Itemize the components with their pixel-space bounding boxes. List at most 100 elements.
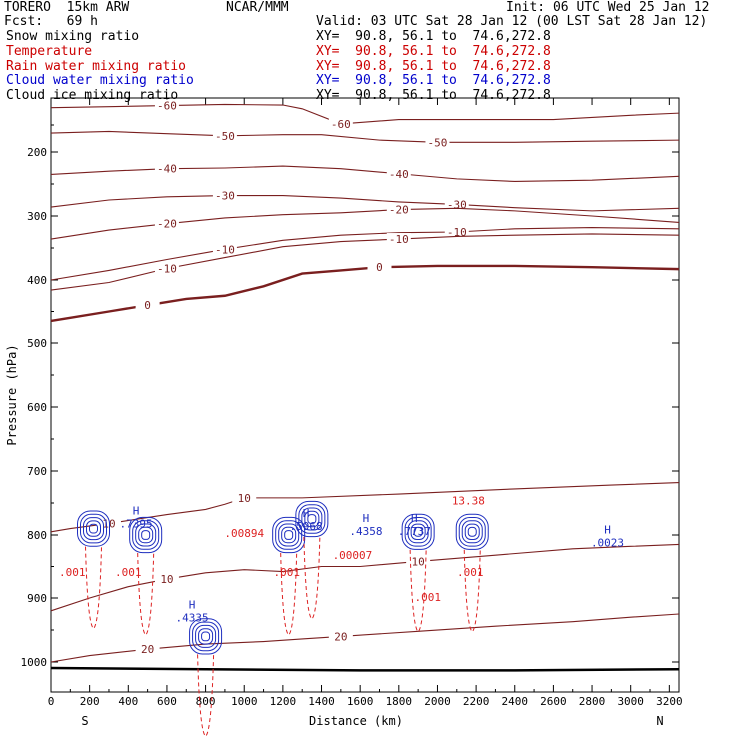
field-label-snow: Snow mixing ratio <box>6 29 140 44</box>
x-tick-label: 1000 <box>231 695 258 708</box>
cloud-water-contour <box>407 520 429 544</box>
contour-label-bg <box>135 299 160 312</box>
contour-label-bg <box>386 167 411 180</box>
rain-mixing-ratio-label: .001 <box>273 566 300 579</box>
cloud-water-contour <box>272 516 306 554</box>
temperature-contour <box>50 226 680 281</box>
cloud-water-contour <box>464 523 480 540</box>
x-end-label-south: S <box>81 714 88 728</box>
cloud-water-contour <box>192 621 220 652</box>
y-tick-label: 400 <box>27 274 47 287</box>
contour-label-bg <box>212 189 237 202</box>
temperature-contour-label: 0 <box>144 299 151 312</box>
temperature-contour-label: -10 <box>157 262 177 275</box>
contour-label-bg <box>328 117 353 130</box>
cloud-water-contour <box>413 526 423 537</box>
temperature-contour-label: -30 <box>215 190 235 203</box>
contour-label-bg <box>154 573 179 586</box>
cloud-water-contour <box>467 526 477 537</box>
cloud-water-contour <box>80 513 108 544</box>
rain-mixing-ratio-label: .001 <box>115 566 142 579</box>
valid-time: Valid: 03 UTC Sat 28 Jan 12 (00 LST Sat … <box>316 14 708 29</box>
cloud-water-contour <box>77 510 111 547</box>
cloud-water-mixing-ratio-label: .7737 <box>398 525 431 538</box>
x-tick-label: 3200 <box>656 695 683 708</box>
x-tick-label: 2400 <box>502 695 529 708</box>
field-xy-cloud-ice: XY= 90.8, 56.1 to 74.6,272.8 <box>316 88 551 103</box>
rain-mixing-ratio-label: .00894 <box>224 527 264 540</box>
temperature-contour-label: -30 <box>447 198 467 211</box>
cloud-water-mixing-ratio-label: .4335 <box>175 612 208 625</box>
temperature-contour-label: -50 <box>215 130 235 143</box>
rain-contour <box>197 654 215 738</box>
rain-contour <box>463 549 481 633</box>
contour-label-bg <box>444 198 469 211</box>
field-xy-snow: XY= 90.8, 56.1 to 74.6,272.8 <box>316 29 551 44</box>
temperature-contour-label: 20 <box>141 643 154 656</box>
x-tick-label: 0 <box>48 695 55 708</box>
center-title: NCAR/MMM <box>226 0 289 15</box>
y-tick-label: 300 <box>27 210 47 223</box>
cloud-water-contour <box>295 500 329 538</box>
cloud-water-contour <box>281 526 297 544</box>
x-tick-label: 1600 <box>347 695 374 708</box>
cloud-water-contour <box>455 513 489 550</box>
rain-mixing-ratio-label: .00007 <box>333 549 373 562</box>
x-end-label-north: N <box>656 714 663 728</box>
cloud-water-max-marker: H <box>303 507 310 520</box>
contour-label-bg <box>232 491 257 504</box>
rain-mixing-ratio-label: .001 <box>59 566 86 579</box>
cloud-water-mixing-ratio-label: .5968 <box>290 520 323 533</box>
field-xy-rain: XY= 90.8, 56.1 to 74.6,272.8 <box>316 59 551 74</box>
temperature-contour-label: 10 <box>238 492 251 505</box>
temperature-contour-label: -20 <box>157 218 177 231</box>
cloud-water-mixing-ratio-label: .4358 <box>349 525 382 538</box>
cloud-water-contour <box>278 523 300 547</box>
field-label-temperature: Temperature <box>6 44 93 59</box>
cloud-water-contour <box>141 530 151 540</box>
cloud-water-contour <box>301 507 323 531</box>
x-tick-label: 3000 <box>617 695 644 708</box>
cloud-water-contour <box>307 514 317 524</box>
temperature-contour-label: -40 <box>157 163 177 176</box>
contour-label-bg <box>212 129 237 142</box>
contour-label-bg <box>406 555 431 568</box>
cloud-water-contour <box>304 510 320 528</box>
temperature-contour <box>50 103 680 125</box>
model-title: TORERO 15km ARW <box>4 0 130 15</box>
plot-frame <box>50 97 680 693</box>
cloud-water-max-marker: H <box>604 523 611 536</box>
ground-line <box>50 666 680 672</box>
cloud-water-contour <box>189 618 223 655</box>
x-tick-label: 200 <box>80 695 100 708</box>
temperature-contour-label: 10 <box>160 573 173 586</box>
cloud-water-contour <box>461 520 483 544</box>
rain-mixing-ratio-label: 13.38 <box>452 494 485 507</box>
cloud-water-max-marker: H <box>411 512 418 525</box>
x-tick-label: 1800 <box>386 695 413 708</box>
contour-label-bg <box>154 99 179 112</box>
x-tick-label: 1400 <box>308 695 335 708</box>
contour-label-bg <box>135 643 160 656</box>
y-tick-label: 800 <box>27 529 47 542</box>
forecast-hour: Fcst: 69 h <box>4 14 98 29</box>
y-tick-label: 200 <box>27 146 47 159</box>
y-tick-label: 600 <box>27 401 47 414</box>
x-tick-label: 2800 <box>579 695 606 708</box>
rain-mixing-ratio-label: .001 <box>457 566 484 579</box>
cloud-water-contour <box>135 523 157 547</box>
rain-contour <box>280 552 298 636</box>
temperature-contour-label: -20 <box>389 204 409 217</box>
y-tick-label: 1000 <box>21 656 48 669</box>
cloud-water-contour <box>401 513 435 550</box>
x-tick-label: 1200 <box>270 695 297 708</box>
temperature-contour <box>50 130 680 143</box>
contour-label-bg <box>386 233 411 246</box>
cloud-water-contour <box>132 520 160 550</box>
rain-mixing-ratio-label: .001 <box>415 591 442 604</box>
contour-label-bg <box>154 262 179 275</box>
field-label-cloud-ice: Cloud ice mixing ratio <box>6 88 179 103</box>
cloud-water-max-marker: H <box>363 512 370 525</box>
contour-label-bg <box>96 517 121 530</box>
